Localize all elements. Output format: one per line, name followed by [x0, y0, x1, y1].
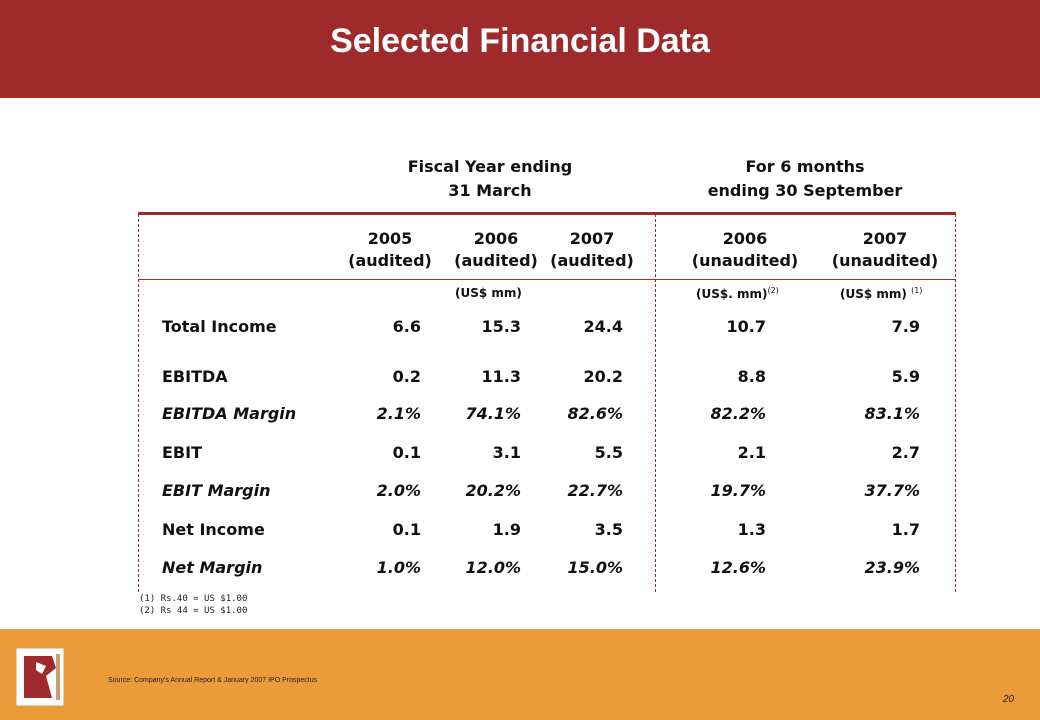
six-months-heading-line2: ending 30 September — [707, 181, 903, 200]
table-cell: 6.6 — [392, 317, 421, 336]
column-header-h1-2006: 2006 (unaudited) — [680, 228, 810, 272]
note-ref-1: (1) — [911, 286, 923, 295]
page-title: Selected Financial Data — [330, 22, 710, 60]
fiscal-year-heading-line2: 31 March — [448, 181, 532, 200]
table-right-border — [955, 214, 956, 592]
table-cell: 11.3 — [481, 367, 521, 386]
title-banner — [0, 0, 1040, 98]
footnote-1: (1) Rs.40 = US $1.00 — [139, 594, 248, 604]
column-year: 2006 — [722, 229, 768, 248]
table-cell: 15.0% — [567, 558, 623, 577]
table-cell: 5.9 — [891, 367, 920, 386]
table-cell: 0.1 — [392, 520, 421, 539]
row-label: Net Income — [162, 520, 265, 539]
table-cell: 0.2 — [392, 367, 421, 386]
footer-bar — [0, 629, 1040, 720]
column-year: 2007 — [569, 229, 615, 248]
row-label: EBITDA Margin — [162, 404, 297, 423]
table-cell: 1.9 — [492, 520, 521, 539]
column-year: 2006 — [473, 229, 519, 248]
table-cell: 74.1% — [465, 404, 521, 423]
table-header-rule — [138, 279, 956, 280]
table-cell: 0.1 — [392, 443, 421, 462]
unit-h1-2007-text: (US$ mm) — [840, 287, 907, 301]
row-label: EBIT — [162, 443, 202, 462]
table-cell: 2.1 — [737, 443, 766, 462]
column-year: 2007 — [862, 229, 908, 248]
table-cell: 22.7% — [567, 481, 623, 500]
table-cell: 20.2% — [465, 481, 521, 500]
table-cell: 5.5 — [594, 443, 623, 462]
table-cell: 83.1% — [864, 404, 920, 423]
table-cell: 2.0% — [376, 481, 421, 500]
table-cell: 12.6% — [710, 558, 766, 577]
table-cell: 3.1 — [492, 443, 521, 462]
row-label: Net Margin — [162, 558, 263, 577]
column-status: (unaudited) — [831, 251, 939, 270]
unit-h1-2007: (US$ mm) (1) — [840, 286, 922, 301]
table-cell: 1.7 — [891, 520, 920, 539]
table-cell: 7.9 — [891, 317, 920, 336]
column-header-2005: 2005 (audited) — [340, 228, 440, 272]
table-cell: 1.0% — [376, 558, 421, 577]
column-year: 2005 — [367, 229, 413, 248]
fiscal-year-heading-line1: Fiscal Year ending — [407, 157, 573, 176]
column-header-2007: 2007 (audited) — [540, 228, 644, 272]
table-cell: 8.8 — [737, 367, 766, 386]
company-logo-icon — [16, 648, 64, 706]
unit-h1-2006-text: (US$. mm) — [696, 287, 768, 301]
table-cell: 3.5 — [594, 520, 623, 539]
table-cell: 19.7% — [710, 481, 766, 500]
period-divider — [655, 214, 656, 592]
unit-fiscal: (US$ mm) — [455, 286, 522, 300]
table-cell: 10.7 — [726, 317, 766, 336]
six-months-heading: For 6 months ending 30 September — [680, 155, 930, 203]
table-cell: 1.3 — [737, 520, 766, 539]
six-months-heading-line1: For 6 months — [745, 157, 865, 176]
source-note: Source: Company's Annual Report & Januar… — [108, 677, 318, 684]
row-label: EBIT Margin — [162, 481, 271, 500]
row-label: Total Income — [162, 317, 277, 336]
table-cell: 82.6% — [567, 404, 623, 423]
column-status: (audited) — [348, 251, 432, 270]
table-cell: 20.2 — [583, 367, 623, 386]
note-ref-2: (2) — [767, 286, 779, 295]
column-status: (audited) — [454, 251, 538, 270]
footnote-2: (2) Rs 44 = US $1.00 — [139, 606, 248, 616]
table-cell: 82.2% — [710, 404, 766, 423]
table-left-border — [138, 214, 139, 592]
page-number: 20 — [1002, 694, 1014, 705]
column-status: (unaudited) — [691, 251, 799, 270]
table-cell: 23.9% — [864, 558, 920, 577]
table-cell: 2.7 — [891, 443, 920, 462]
table-cell: 2.1% — [376, 404, 421, 423]
table-cell: 24.4 — [583, 317, 623, 336]
column-header-2006: 2006 (audited) — [444, 228, 548, 272]
table-cell: 12.0% — [465, 558, 521, 577]
table-top-border — [138, 212, 956, 215]
column-header-h1-2007: 2007 (unaudited) — [820, 228, 950, 272]
row-label: EBITDA — [162, 367, 228, 386]
column-status: (audited) — [550, 251, 634, 270]
table-cell: 37.7% — [864, 481, 920, 500]
table-cell: 15.3 — [481, 317, 521, 336]
fiscal-year-heading: Fiscal Year ending 31 March — [390, 155, 590, 203]
unit-h1-2006: (US$. mm)(2) — [696, 286, 779, 301]
